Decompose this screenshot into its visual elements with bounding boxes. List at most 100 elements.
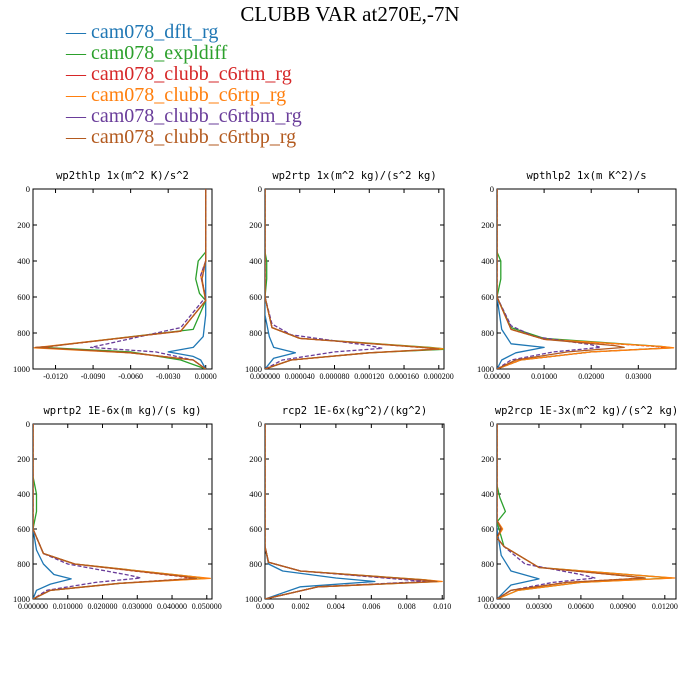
legend-item-c6rtp: — cam078_clubb_c6rtp_rg xyxy=(66,84,287,106)
series-line-cam078_clubb_c6rtbm_rg xyxy=(497,189,602,369)
y-tick-label: 0 xyxy=(490,419,494,429)
series-line-cam078_clubb_c6rtbm_rg xyxy=(265,189,383,369)
legend-item-expldiff: — cam078_expldiff xyxy=(66,42,228,64)
x-tick-label: -0.0090 xyxy=(81,372,106,381)
series-line-cam078_clubb_c6rtp_rg xyxy=(33,189,207,369)
series-line-cam078_clubb_c6rtbm_rg xyxy=(497,424,596,599)
series-line-cam078_expldiff xyxy=(497,424,673,599)
x-tick-label: 0.03000 xyxy=(625,372,651,381)
x-tick-label: 0.00000 xyxy=(484,602,510,611)
y-tick-label: 600 xyxy=(481,524,494,534)
y-tick-label: 0 xyxy=(26,184,30,194)
y-tick-label: 800 xyxy=(249,328,262,338)
subplot-3: wprtp2 1E-6x(m kg)/(s kg) 0 200 400 600 800 10… xyxy=(13,405,222,611)
x-tick-label: -0.0060 xyxy=(118,372,143,381)
y-tick-label: 400 xyxy=(17,256,30,266)
y-tick-label: 200 xyxy=(249,454,262,464)
x-tick-label: 0.00000 xyxy=(484,372,510,381)
subplot-title: wp2rcp 1E-3x(m^2 kg)/(s^2 kg) xyxy=(495,405,678,417)
y-tick-label: 0 xyxy=(258,419,262,429)
subplot-5: wp2rcp 1E-3x(m^2 kg)/(s^2 kg)0 200 400 600 8… xyxy=(477,405,678,611)
x-tick-label: 0.010000 xyxy=(53,602,83,611)
x-tick-label: 0.000000 xyxy=(250,372,280,381)
x-tick-label: 0.00300 xyxy=(526,602,552,611)
y-tick-label: 0 xyxy=(26,419,30,429)
x-tick-label: 0.000040 xyxy=(285,372,315,381)
y-tick-label: 600 xyxy=(249,524,262,534)
series-line-cam078_dflt_rg xyxy=(497,424,540,599)
subplot-4: rcp2 1E-6x(kg^2)/(kg^2) 0 200 400 600 800 1000… xyxy=(245,405,451,611)
y-tick-label: 600 xyxy=(249,292,262,302)
y-tick-label: 1000 xyxy=(477,364,494,374)
subplot-0: wp2thlp 1x(m^2 K)/s^2 0 200 400 600 800 1000 -0… xyxy=(13,170,217,381)
legend-item-dflt: — cam078_dflt_rg xyxy=(66,21,219,43)
y-tick-label: 600 xyxy=(17,292,30,302)
plot-frame xyxy=(32,423,213,600)
y-tick-label: 400 xyxy=(17,489,30,499)
series-line-cam078_clubb_c6rtm_rg xyxy=(265,424,435,599)
x-tick-label: 0.000120 xyxy=(354,372,384,381)
x-tick-label: 0.000200 xyxy=(424,372,454,381)
series-line-cam078_dflt_rg xyxy=(497,189,545,369)
y-tick-label: 200 xyxy=(17,220,30,230)
series-line-cam078_clubb_c6rtm_rg xyxy=(36,189,207,369)
subplot-title: wp2rtp 1x(m^2 kg)/(s^2 kg) xyxy=(272,170,436,182)
y-tick-label: 400 xyxy=(249,256,262,266)
series-line-cam078_clubb_c6rtp_rg xyxy=(33,424,211,599)
y-tick-label: 1000 xyxy=(13,364,30,374)
legend: — cam078_dflt_rg — cam078_expldiff — cam… xyxy=(66,22,302,148)
y-tick-label: 600 xyxy=(481,292,494,302)
x-tick-label: -0.0030 xyxy=(156,372,181,381)
x-tick-label: 0.006 xyxy=(362,602,380,611)
x-tick-label: 0.040000 xyxy=(157,602,187,611)
series-line-cam078_clubb_c6rtbp_rg xyxy=(497,189,625,369)
series-line-cam078_dflt_rg xyxy=(265,189,297,369)
y-tick-label: 800 xyxy=(481,559,494,569)
x-tick-label: 0.01000 xyxy=(531,372,557,381)
x-tick-label: 0.00900 xyxy=(610,602,636,611)
series-line-cam078_clubb_c6rtbp_rg xyxy=(34,189,207,369)
x-tick-label: 0.008 xyxy=(398,602,416,611)
y-tick-label: 200 xyxy=(249,220,262,230)
legend-item-c6rtbp: — cam078_clubb_c6rtbp_rg xyxy=(66,126,297,148)
series-line-cam078_dflt_rg xyxy=(167,189,207,369)
series-line-cam078_expldiff xyxy=(33,424,208,599)
y-tick-label: 400 xyxy=(481,256,494,266)
x-tick-label: 0.050000 xyxy=(192,602,222,611)
x-tick-label: 0.000160 xyxy=(389,372,419,381)
x-tick-label: 0.000000 xyxy=(18,602,48,611)
x-tick-label: -0.0120 xyxy=(43,372,68,381)
y-tick-label: 1000 xyxy=(245,364,262,374)
subplot-1: wp2rtp 1x(m^2 kg)/(s^2 kg) 0 200 400 600 800 1… xyxy=(245,170,454,381)
y-tick-label: 1000 xyxy=(13,594,30,604)
series-line-cam078_clubb_c6rtbp_rg xyxy=(265,189,440,369)
legend-item-c6rtbm: — cam078_clubb_c6rtbm_rg xyxy=(66,105,302,127)
series-line-cam078_clubb_c6rtbp_rg xyxy=(33,424,198,599)
series-line-cam078_clubb_c6rtp_rg xyxy=(497,424,676,599)
subplot-title: rcp2 1E-6x(kg^2)/(kg^2) xyxy=(282,405,427,417)
x-tick-label: 0.002 xyxy=(291,602,309,611)
y-tick-label: 800 xyxy=(249,559,262,569)
series-line-cam078_dflt_rg xyxy=(33,424,72,599)
y-tick-label: 800 xyxy=(17,559,30,569)
x-tick-label: 0.000080 xyxy=(320,372,350,381)
y-tick-label: 800 xyxy=(481,328,494,338)
y-tick-label: 600 xyxy=(17,524,30,534)
series-line-cam078_clubb_c6rtbp_rg xyxy=(497,424,646,599)
y-tick-label: 0 xyxy=(490,184,494,194)
y-tick-label: 200 xyxy=(481,454,494,464)
x-tick-label: 0.02000 xyxy=(578,372,604,381)
y-tick-label: 0 xyxy=(258,184,262,194)
figure-title: CLUBB VAR at270E,-7N xyxy=(240,2,460,26)
subplot-title: wp2thlp 1x(m^2 K)/s^2 xyxy=(56,170,189,182)
subplot-title: wprtp2 1E-6x(m kg)/(s kg) xyxy=(43,405,201,417)
y-tick-label: 1000 xyxy=(245,594,262,604)
y-tick-label: 400 xyxy=(249,489,262,499)
y-tick-label: 200 xyxy=(481,220,494,230)
subplot-title: wpthlp2 1x(m K^2)/s xyxy=(526,170,646,182)
y-tick-label: 200 xyxy=(17,454,30,464)
x-tick-label: 0.010 xyxy=(433,602,451,611)
series-line-cam078_clubb_c6rtbm_rg xyxy=(89,189,207,369)
x-tick-label: 0.004 xyxy=(327,602,345,611)
